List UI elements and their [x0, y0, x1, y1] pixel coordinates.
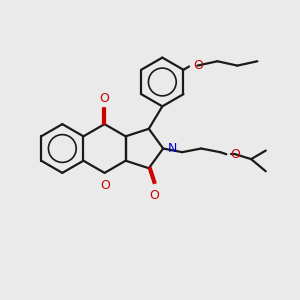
Text: N: N [167, 142, 177, 155]
Text: O: O [193, 59, 203, 72]
Text: O: O [100, 179, 110, 192]
Text: O: O [100, 92, 110, 105]
Text: O: O [230, 148, 240, 161]
Text: O: O [149, 189, 159, 202]
